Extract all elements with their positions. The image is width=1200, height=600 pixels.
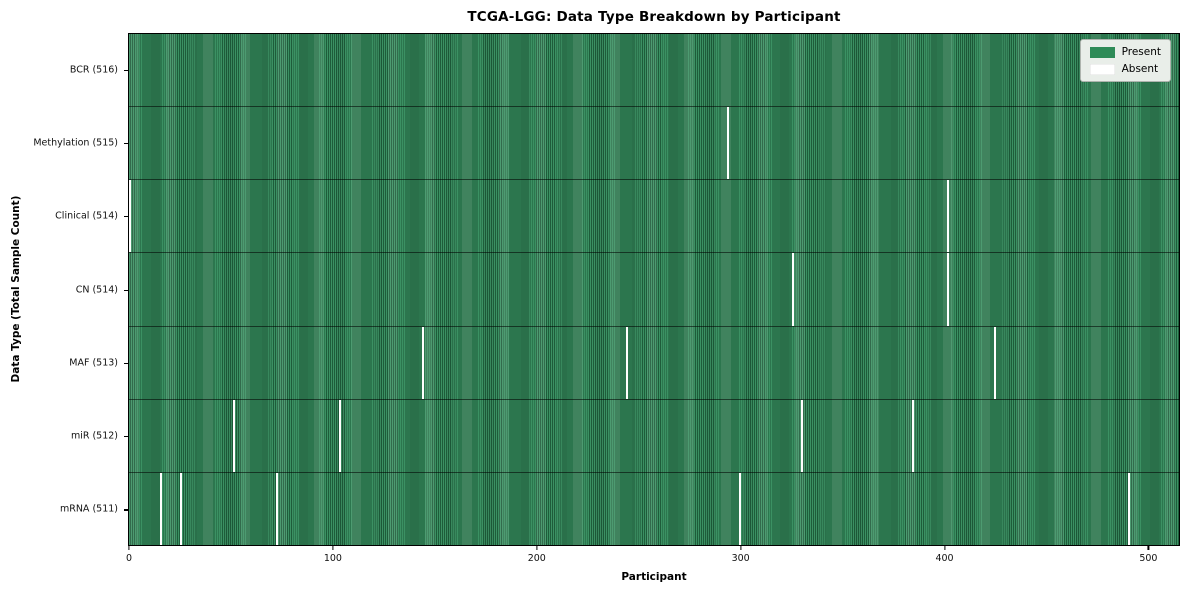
x-tick (1147, 546, 1149, 550)
absent-cell (625, 326, 628, 399)
absent-cell (275, 472, 278, 545)
absent-cell (727, 107, 730, 180)
x-axis: 0 100 200 300 400 500 (125, 546, 1180, 576)
x-tick-label: 100 (323, 553, 342, 564)
absent-cell (422, 326, 425, 399)
absent-cell (1128, 472, 1131, 545)
y-tick-label-maf: MAF (513) (69, 357, 118, 369)
absent-swatch (1089, 63, 1115, 75)
heatmap-rows (129, 34, 1179, 545)
plot-area: Present Absent (128, 33, 1180, 546)
y-tick (124, 436, 128, 438)
absent-cell (129, 180, 132, 253)
absent-cell (800, 399, 803, 472)
y-axis: BCR (516) Methylation (515) Clinical (514)… (0, 33, 128, 546)
absent-cell (947, 180, 950, 253)
row-bcr (129, 34, 1179, 108)
y-tick (124, 289, 128, 291)
absent-cell (159, 472, 162, 545)
x-tick-label: 200 (527, 553, 546, 564)
legend-entry-present: Present (1089, 46, 1161, 58)
absent-cell (912, 399, 915, 472)
row-clinical (129, 180, 1179, 254)
absent-cell (792, 253, 795, 326)
y-tick-label-clinical: Clinical (514) (55, 210, 118, 222)
y-tick (124, 362, 128, 364)
x-tick (740, 546, 742, 550)
x-tick-label: 400 (935, 553, 954, 564)
absent-cell (739, 472, 742, 545)
y-tick-label-methylation: Methylation (515) (33, 137, 118, 149)
y-tick-label-cn: CN (514) (75, 284, 118, 295)
y-tick (124, 509, 128, 511)
present-swatch (1089, 46, 1115, 58)
x-tick (128, 546, 130, 550)
legend: Present Absent (1079, 39, 1171, 82)
x-tick (536, 546, 538, 550)
y-tick (124, 142, 128, 145)
x-tick-label: 500 (1139, 553, 1158, 564)
row-mrna (129, 472, 1179, 545)
y-tick-label-bcr: BCR (516) (69, 64, 118, 76)
row-maf (129, 326, 1179, 400)
y-tick-label-mrna: mRNA (511) (59, 503, 118, 515)
y-tick (124, 69, 128, 71)
row-cn (129, 253, 1179, 327)
x-tick-label: 300 (731, 553, 750, 564)
x-tick (332, 546, 334, 550)
absent-cell (947, 253, 950, 326)
x-tick-label: 0 (125, 553, 133, 564)
absent-cell (993, 326, 996, 399)
absent-cell (232, 399, 235, 472)
y-tick (124, 216, 128, 218)
absent-cell (338, 399, 341, 472)
chart-title: TCGA-LGG: Data Type Breakdown by Partici… (467, 9, 841, 25)
legend-absent-label: Absent (1121, 63, 1159, 75)
row-mir (129, 399, 1179, 473)
x-axis-title: Participant (621, 571, 687, 583)
legend-entry-absent: Absent (1089, 63, 1161, 75)
row-methylation (129, 107, 1179, 181)
legend-present-label: Present (1121, 46, 1161, 58)
x-tick (943, 546, 946, 550)
y-tick-label-mir: miR (512) (70, 430, 118, 442)
absent-cell (179, 472, 182, 545)
